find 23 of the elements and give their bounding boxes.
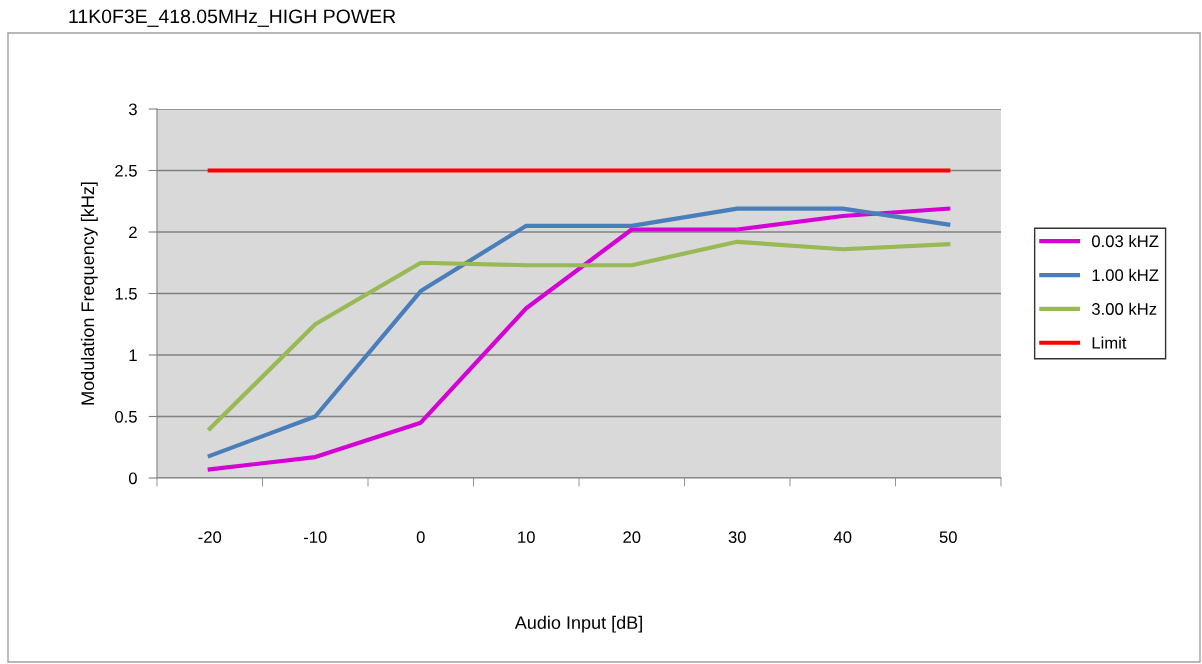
legend-label: 0.03 kHZ [1091, 234, 1159, 248]
x-tick-label: 30 [728, 531, 746, 544]
chart-title: 11K0F3E_418.05MHz_HIGH POWER [69, 9, 396, 27]
y-tick-label: 1.5 [115, 288, 137, 300]
x-tick-label: 20 [623, 531, 641, 544]
y-tick-label: 2 [129, 226, 137, 239]
x-tick-label: 40 [833, 531, 852, 544]
legend-label: Limit [1092, 336, 1127, 349]
x-axis-title: Audio Input [dB] [514, 615, 642, 633]
x-tick-label: 0 [416, 531, 425, 544]
y-tick-label: 0 [128, 472, 137, 485]
y-tick-label: 2.5 [115, 164, 137, 177]
y-axis-title: Modulation Frequency [kHz] [80, 182, 98, 405]
y-tick-label: 3 [128, 103, 137, 116]
x-tick-label: -20 [198, 531, 222, 544]
y-tick-label: 1 [129, 349, 137, 362]
x-tick-label: -10 [303, 531, 327, 544]
line-series [207, 239, 951, 431]
x-tick-label: 50 [939, 531, 957, 544]
x-tick-label: 10 [518, 531, 535, 544]
y-tick-label: 0.5 [115, 410, 137, 423]
legend-label: 3.00 kHz [1091, 302, 1157, 315]
legend-label: 1.00 kHZ [1092, 268, 1159, 282]
